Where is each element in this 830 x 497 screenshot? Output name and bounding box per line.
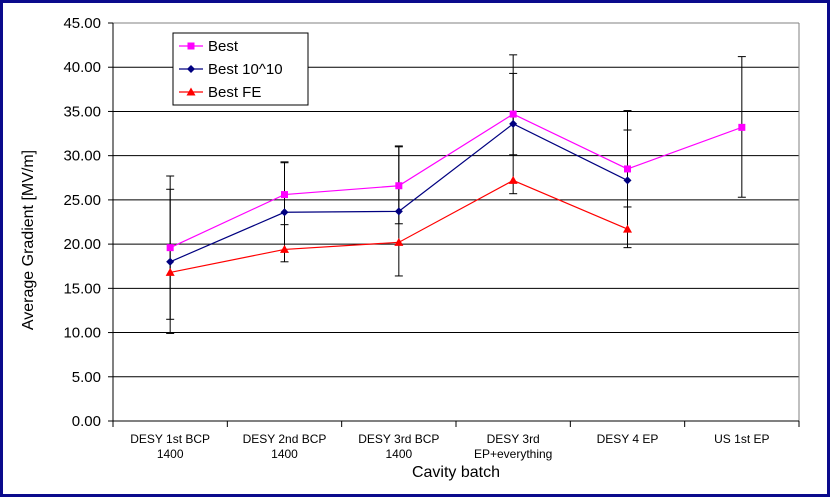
data-point [738,123,746,131]
y-tick-label: 40.00 [63,59,101,76]
legend-label: Best [208,38,239,55]
y-axis-label: Average Gradient [MV/m] [20,150,37,330]
data-point [509,110,517,118]
data-point [623,224,632,233]
y-tick-label: 35.00 [63,103,101,120]
y-tick-label: 10.00 [63,325,101,342]
data-point [165,267,175,276]
x-axis-label: Cavity batch [412,464,500,481]
y-tick-label: 25.00 [63,192,101,209]
legend-label: Best 10^10 [208,61,283,78]
x-axis-ticks: DESY 1st BCP 1400 DESY 2nd BCP 1400 DESY 3rd… [112,421,800,461]
data-point [280,208,289,217]
y-axis-ticks: 0.00 5.00 10.00 15.00 20.00 25.00 30.00 35.00 40… [63,15,113,430]
x-tick-label: DESY 1st BCP 1400 [130,432,210,461]
legend-marker [186,87,196,96]
legend-marker [187,65,195,73]
y-tick-label: 30.00 [63,148,101,165]
data-point [281,191,288,199]
data-point [166,244,174,252]
data-point [280,244,289,253]
x-tick-label: DESY 4 EP [597,432,659,446]
data-point [394,207,403,216]
x-tick-label: DESY 2nd BCP 1400 [243,432,327,461]
legend: Best Best 10^10 Best FE [172,32,309,106]
y-tick-label: 15.00 [63,280,101,297]
data-point [394,237,404,246]
data-point [395,182,403,190]
x-tick-label: US 1st EP [714,432,769,446]
y-tick-label: 0.00 [72,413,101,430]
y-tick-label: 20.00 [63,236,101,253]
y-tick-label: 5.00 [72,369,101,386]
data-point [624,165,631,173]
x-tick-label: DESY 3rd EP+everything [474,432,552,461]
series-line-0 [169,113,743,249]
legend-marker [187,42,195,50]
data-point [166,257,175,266]
series-markers [165,110,746,276]
legend-label: Best FE [208,84,261,101]
line-chart: 0.00 5.00 10.00 15.00 20.00 25.00 30.00 35.00 40… [20,15,800,481]
y-tick-label: 45.00 [63,15,101,32]
data-point [509,119,518,128]
x-tick-label: DESY 3rd BCP 1400 [358,432,439,461]
data-point [508,175,518,184]
data-point [623,176,632,185]
